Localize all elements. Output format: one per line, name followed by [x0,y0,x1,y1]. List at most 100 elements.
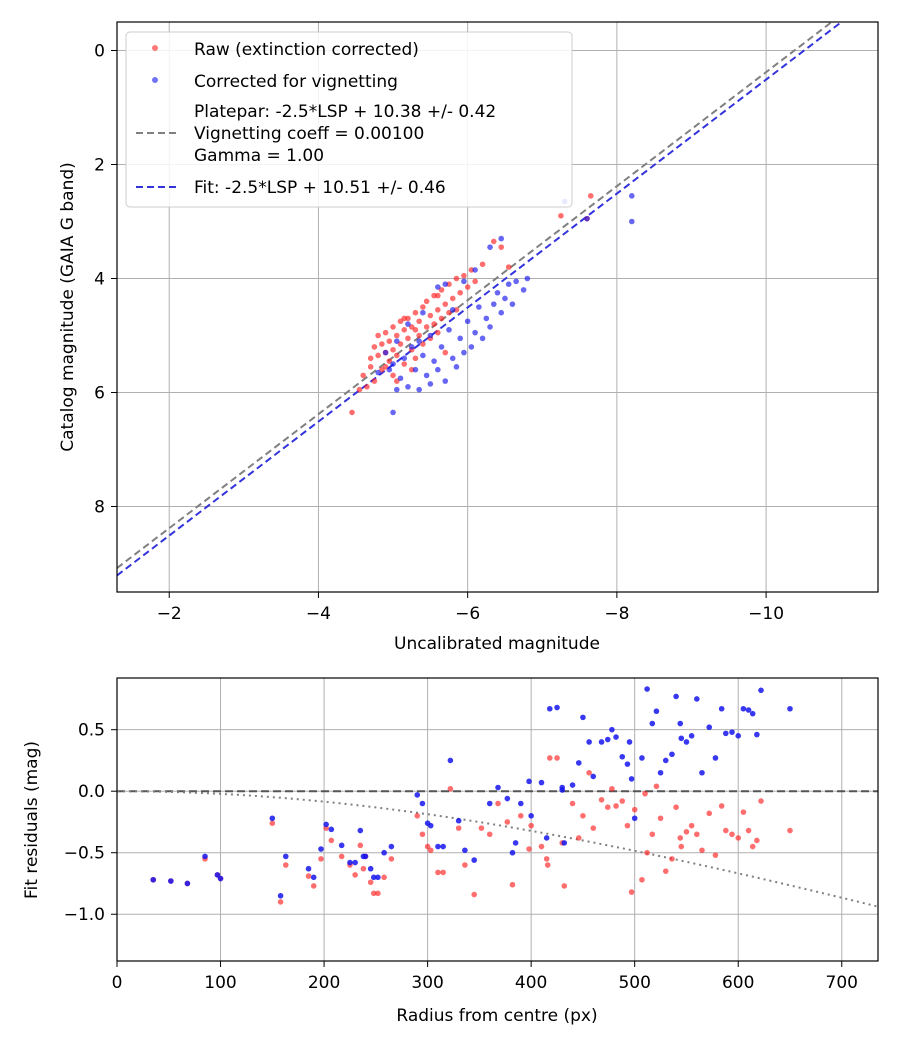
bottom-x-tick-label: 400 [515,973,547,993]
corrected-point [584,215,590,222]
raw-point [401,327,408,333]
corrected-residual-point [678,735,685,742]
raw-point [412,355,419,362]
legend-platepar-label-2: Vignetting coeff = 0.00100 [194,124,424,144]
corrected-point [375,369,381,376]
raw-residual-point [598,797,605,803]
raw-residual-point [723,827,729,834]
raw-point [587,193,594,199]
raw-residual-point [718,803,725,809]
raw-point [371,344,378,350]
corrected-residual-point [528,813,534,819]
raw-point [505,264,512,270]
vignetting-curve [117,790,878,908]
corrected-residual-point [662,757,669,764]
corrected-residual-point [580,714,586,721]
raw-residual-point [604,804,611,810]
raw-residual-point [678,843,685,850]
raw-point [498,244,505,250]
raw-point [349,409,355,416]
raw-residual-point [538,843,545,850]
legend-fit-label: Fit: -2.5*LSP + 10.51 +/- 0.46 [194,178,446,198]
raw-point [442,349,449,356]
raw-point [401,315,408,322]
raw-residual-point [639,876,645,883]
raw-point [453,275,460,282]
corrected-point [386,366,393,373]
corrected-residual-point [575,760,582,766]
corrected-point [408,344,415,350]
bottom-y-tick-label: −0.5 [64,844,105,864]
raw-residual-point [305,873,312,879]
corrected-point [442,378,449,384]
raw-point [375,332,381,339]
corrected-residual-point [512,840,519,846]
raw-point [464,284,471,290]
corrected-residual-point [586,739,592,745]
corrected-residual-point [569,782,576,788]
corrected-residual-point [455,817,462,824]
raw-point [390,372,396,379]
corrected-point [382,349,389,356]
corrected-point [446,327,452,333]
bottom-x-ticks: 0 100 200 300 400 500 600 700 [112,961,858,993]
raw-residual-point [613,803,619,809]
raw-point [375,352,381,359]
raw-residual-point [282,862,289,868]
raw-residual-point [590,825,597,831]
raw-residual-point [735,835,742,841]
raw-point [442,301,449,307]
bottom-reference-lines [117,790,878,908]
corrected-residual-point [644,686,650,692]
raw-point [423,298,430,305]
raw-residual-point [712,852,719,858]
corrected-residual-point [677,720,684,727]
corrected-point [423,372,430,379]
bottom-x-tick-label: 600 [722,973,754,993]
raw-residual-point [427,847,434,854]
raw-residual-point [504,819,511,825]
corrected-residual-point [217,875,224,882]
corrected-point [472,329,478,336]
corrected-residual-point [414,792,421,798]
corrected-residual-point [669,751,675,758]
corrected-point [464,318,471,325]
raw-point [367,355,374,362]
bottom-x-tick-label: 500 [618,973,650,993]
corrected-residual-point [559,784,566,791]
corrected-residual-point [318,846,324,852]
legend-raw-label: Raw (extinction corrected) [194,40,419,60]
raw-residual-point [381,874,387,881]
top-y-tick-label: 4 [94,270,105,290]
corrected-point [487,324,493,330]
corrected-residual-point [554,704,560,711]
platepar-line [117,22,834,569]
corrected-residual-point [305,865,312,872]
raw-residual-point [729,831,735,838]
raw-residual-point [631,806,638,813]
corrected-residual-point [440,843,446,850]
corrected-point [524,275,531,282]
corrected-residual-point [723,730,729,737]
raw-residual-point [310,883,317,889]
bottom-x-axis-label: Radius from centre (px) [396,1006,597,1026]
bottom-x-tick-label: 100 [204,973,236,993]
raw-residual-point [495,800,501,807]
raw-point [405,335,411,342]
raw-residual-point [367,879,374,886]
corrected-point [449,355,456,362]
corrected-residual-point [561,840,568,846]
corrected-point [390,409,396,416]
bottom-x-tick-label: 0 [112,973,123,993]
corrected-residual-point [517,800,524,807]
corrected-residual-point [604,736,611,743]
raw-residual-point [624,822,631,829]
raw-residual-point [546,755,553,761]
corrected-point [393,338,400,345]
raw-point [435,292,441,299]
raw-residual-point [414,813,421,819]
corrected-point [420,309,426,316]
corrected-residual-point [269,815,276,822]
raw-point [416,332,422,339]
